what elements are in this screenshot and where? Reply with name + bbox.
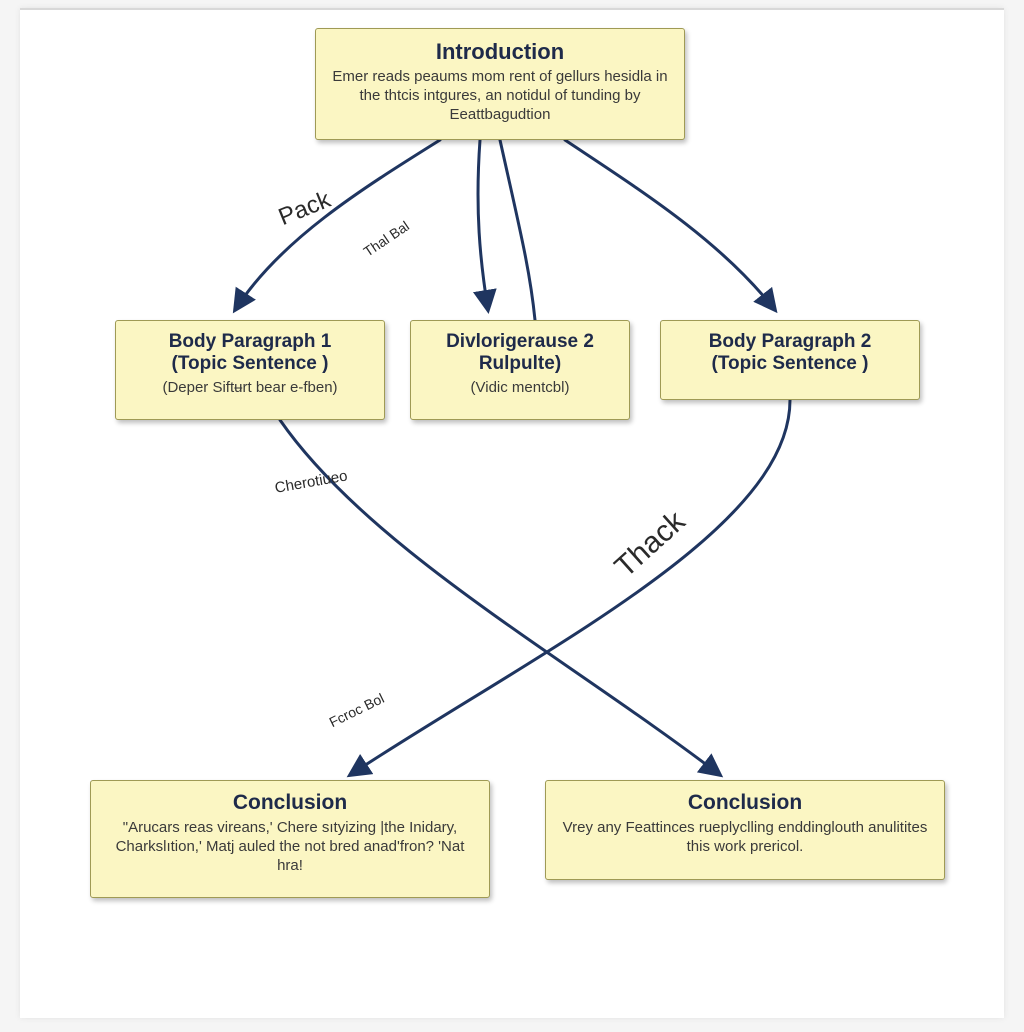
node-body-paragraph-2: Body Paragraph 2(Topic Sentence ) [660, 320, 920, 400]
node-title: Body Paragraph 1(Topic Sentence ) [130, 331, 370, 375]
node-body: "Arucars reas vireans,' Chere sıtyizing … [105, 819, 475, 875]
node-title: Conclusion [105, 791, 475, 815]
edge-e6 [350, 400, 790, 775]
node-body: Vrey any Feattinces rueplyclling endding… [560, 819, 930, 857]
node-body-paragraph-1: Body Paragraph 1(Topic Sentence ) (Deper… [115, 320, 385, 420]
edge-label-fcrocbol: Fcroc Bol [326, 690, 386, 730]
edge-e2 [478, 140, 488, 310]
edge-e3 [500, 140, 535, 320]
node-conclusion-left: Conclusion "Arucars reas vireans,' Chere… [90, 780, 490, 898]
edge-group [235, 140, 790, 775]
edge-label-cherot: Cherotiueo [274, 467, 349, 496]
node-title: Conclusion [560, 791, 930, 815]
edge-e1 [235, 140, 440, 310]
edge-label-thalbal: Thal Bal [361, 218, 413, 260]
node-body: (Vidic mentcbl) [425, 379, 615, 398]
node-body: (Deper Siftʉrt bear e-fben) [130, 379, 370, 398]
edge-label-pack: Pack [275, 186, 335, 232]
node-middle: Divlorigerause 2Rulpulte) (Vidic mentcbl… [410, 320, 630, 420]
node-title: Body Paragraph 2(Topic Sentence ) [675, 331, 905, 375]
node-introduction: Introduction Emer reads peaums mom rent … [315, 28, 685, 140]
edge-e4 [565, 140, 775, 310]
node-title: Introduction [330, 39, 670, 64]
diagram-canvas: Introduction Emer reads peaums mom rent … [20, 8, 1004, 1018]
edge-label-thack: Thack [609, 505, 692, 585]
node-body: Emer reads peaums mom rent of gellurs he… [330, 68, 670, 124]
node-title: Divlorigerause 2Rulpulte) [425, 331, 615, 375]
node-conclusion-right: Conclusion Vrey any Feattinces rueplycll… [545, 780, 945, 880]
